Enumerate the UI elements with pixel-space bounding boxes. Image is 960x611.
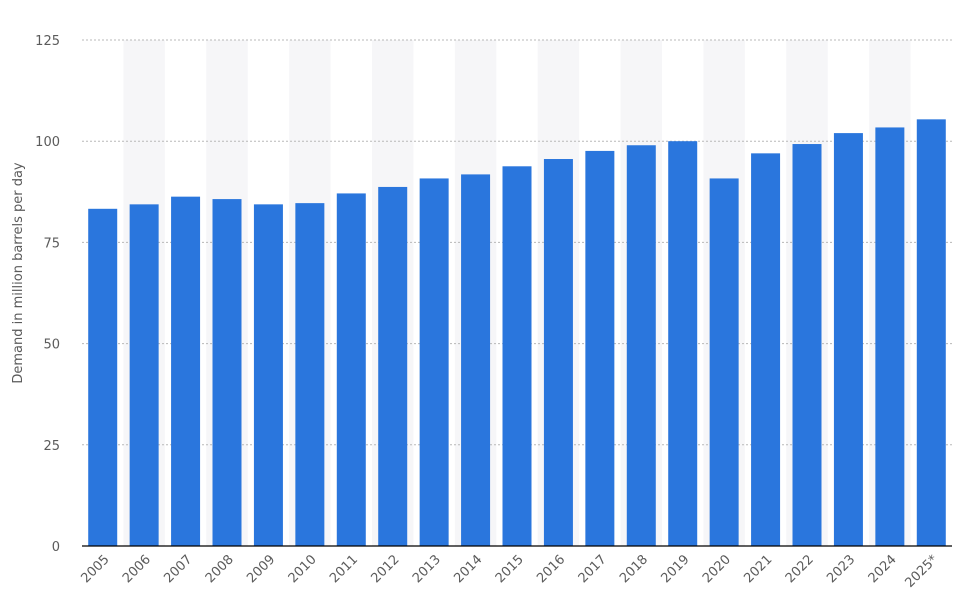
- bar-2020[interactable]: [709, 178, 739, 547]
- y-tick-label-75: 75: [43, 236, 60, 251]
- x-tick-label-2015: 2015: [493, 552, 527, 586]
- x-tick-label-2025*: 2025*: [903, 552, 942, 591]
- x-axis-ticks: 2005 2006 2007 2008 2009 2010 2011 2012 2013 2014…: [79, 552, 942, 591]
- bar-2025*[interactable]: [916, 119, 946, 547]
- bar-2011[interactable]: [336, 193, 366, 547]
- bar-2007[interactable]: [171, 196, 201, 546]
- y-tick-label-125: 125: [35, 34, 60, 49]
- x-tick-label-2016: 2016: [534, 552, 568, 586]
- x-tick-label-2024: 2024: [866, 552, 900, 586]
- bar-2009[interactable]: [253, 204, 283, 546]
- x-tick-label-2023: 2023: [824, 552, 858, 586]
- y-tick-label-0: 0: [52, 540, 60, 555]
- bar-2024[interactable]: [875, 127, 905, 546]
- x-tick-label-2020: 2020: [700, 552, 734, 586]
- bar-2005[interactable]: [88, 208, 118, 546]
- x-tick-label-2007: 2007: [161, 552, 195, 586]
- bar-2014[interactable]: [461, 174, 491, 546]
- x-tick-label-2005: 2005: [79, 552, 113, 586]
- y-tick-label-50: 50: [43, 338, 60, 353]
- y-axis-title: Demand in million barrels per day: [11, 162, 26, 384]
- x-tick-label-2013: 2013: [410, 552, 444, 586]
- x-tick-label-2022: 2022: [783, 552, 817, 586]
- bar-2018[interactable]: [626, 145, 656, 547]
- bars: [88, 119, 946, 547]
- bar-2023[interactable]: [833, 133, 863, 546]
- bar-2012[interactable]: [378, 186, 408, 547]
- x-tick-label-2011: 2011: [327, 552, 361, 586]
- bar-2015[interactable]: [502, 166, 532, 546]
- x-tick-label-2021: 2021: [741, 552, 775, 586]
- x-tick-label-2017: 2017: [576, 552, 610, 586]
- x-tick-label-2012: 2012: [369, 552, 403, 586]
- y-tick-label-100: 100: [35, 135, 60, 150]
- bar-2017[interactable]: [585, 150, 615, 546]
- bar-2013[interactable]: [419, 178, 449, 547]
- x-tick-label-2008: 2008: [203, 552, 237, 586]
- x-tick-label-2010: 2010: [286, 552, 320, 586]
- x-tick-label-2014: 2014: [451, 552, 485, 586]
- y-axis-ticks: 0 25 50 75 100 125: [35, 34, 60, 555]
- bar-2010[interactable]: [295, 203, 325, 546]
- bar-2008[interactable]: [212, 199, 242, 546]
- y-tick-label-25: 25: [43, 439, 60, 454]
- x-tick-label-2006: 2006: [120, 552, 154, 586]
- bar-2021[interactable]: [751, 153, 781, 546]
- bar-2006[interactable]: [129, 204, 159, 546]
- x-tick-label-2009: 2009: [244, 552, 278, 586]
- bar-2016[interactable]: [543, 159, 573, 546]
- x-tick-label-2018: 2018: [617, 552, 651, 586]
- x-tick-label-2019: 2019: [659, 552, 693, 586]
- bar-2019[interactable]: [668, 141, 698, 546]
- bar-2022[interactable]: [792, 144, 822, 546]
